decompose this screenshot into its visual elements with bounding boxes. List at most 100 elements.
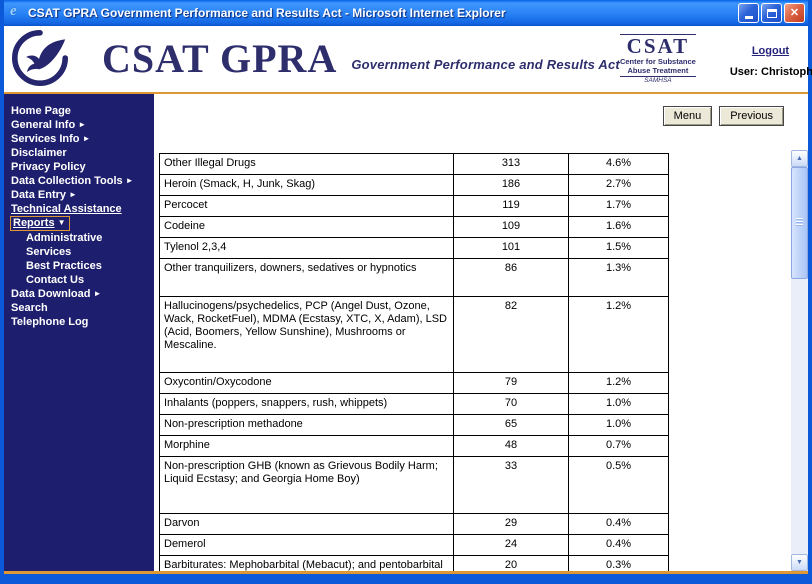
user-label: User: Christopher Shumway [729, 65, 812, 78]
sidebar-item-home-page[interactable]: Home Page [4, 104, 154, 118]
sidebar-item-data-collection-tools[interactable]: Data Collection Tools ► [4, 174, 154, 188]
drug-count-cell: 79 [453, 372, 569, 394]
sidebar-item-telephone-log[interactable]: Telephone Log [4, 315, 154, 329]
sidebar-item-label: Technical Assistance [11, 203, 122, 215]
sidebar-item-label: Administrative [26, 232, 103, 244]
drug-name-cell: Tylenol 2,3,4 [159, 237, 454, 259]
csat-logo-line1: Center for Substance [619, 57, 696, 66]
window-title: CSAT GPRA Government Performance and Res… [28, 6, 506, 20]
drug-percent-cell: 1.0% [568, 414, 669, 436]
sidebar-item-label: Data Download [11, 288, 91, 300]
sidebar-item-contact-us[interactable]: Contact Us [4, 273, 154, 287]
drug-percent-cell: 2.7% [568, 174, 669, 196]
sidebar-item-label: Home Page [11, 105, 71, 117]
drug-count-cell: 313 [453, 153, 569, 175]
drug-name-cell: Heroin (Smack, H, Junk, Skag) [159, 174, 454, 196]
sidebar-item-administrative[interactable]: Administrative [4, 231, 154, 245]
table-row: Non-prescription GHB (known as Grievous … [159, 456, 669, 514]
drug-name-cell: Percocet [159, 195, 454, 217]
sidebar-item-services-info[interactable]: Services Info ► [4, 132, 154, 146]
drug-name-cell: Demerol [159, 534, 454, 556]
previous-button[interactable]: Previous [719, 106, 784, 126]
sidebar-item-general-info[interactable]: General Info ► [4, 118, 154, 132]
sidebar-item-privacy-policy[interactable]: Privacy Policy [4, 160, 154, 174]
drug-name-cell: Codeine [159, 216, 454, 238]
drug-percent-cell: 0.4% [568, 513, 669, 535]
drug-count-cell: 33 [453, 456, 569, 514]
scroll-down-button[interactable] [791, 554, 808, 571]
maximize-icon [766, 8, 777, 18]
drug-name-cell: Hallucinogens/psychedelics, PCP (Angel D… [159, 296, 454, 373]
close-icon: ✕ [789, 6, 800, 19]
titlebar[interactable]: CSAT GPRA Government Performance and Res… [4, 0, 808, 26]
drug-table-wrap: Other Illegal Drugs 313 4.6% Heroin (Smack,… [159, 153, 669, 571]
maximize-button[interactable] [761, 3, 782, 23]
chevron-right-icon: ► [93, 289, 102, 298]
table-row: Other Illegal Drugs 313 4.6% [159, 153, 669, 175]
drug-name-cell: Other Illegal Drugs [159, 153, 454, 175]
table-row: Codeine 109 1.6% [159, 216, 669, 238]
drug-name-cell: Oxycontin/Oxycodone [159, 372, 454, 394]
drug-count-cell: 186 [453, 174, 569, 196]
drug-frequency-table: Other Illegal Drugs 313 4.6% Heroin (Smack,… [159, 153, 669, 571]
table-row: Barbiturates: Mephobarbital (Mebacut); a… [159, 555, 669, 571]
table-row: Inhalants (poppers, snappers, rush, whip… [159, 393, 669, 415]
samhsa-label: SAMHSA [619, 76, 696, 84]
sidebar-item-reports[interactable]: Reports ▼ [10, 216, 71, 231]
drug-percent-cell: 0.7% [568, 435, 669, 457]
sidebar-item-label: Contact Us [26, 274, 85, 286]
table-row: Hallucinogens/psychedelics, PCP (Angel D… [159, 296, 669, 373]
sidebar-item-label: Privacy Policy [11, 161, 86, 173]
content-row: Home Page General Info ► Services Info ► Disc… [4, 94, 808, 571]
scrollbar-track[interactable] [791, 167, 808, 554]
drug-name-cell: Morphine [159, 435, 454, 457]
vertical-scrollbar[interactable] [791, 150, 808, 571]
sidebar-item-services[interactable]: Services [4, 245, 154, 259]
drug-percent-cell: 1.6% [568, 216, 669, 238]
sidebar-item-best-practices[interactable]: Best Practices [4, 259, 154, 273]
sidebar-item-search[interactable]: Search [4, 301, 154, 315]
sidebar-item-data-entry[interactable]: Data Entry ► [4, 188, 154, 202]
drug-name-cell: Other tranquilizers, downers, sedatives … [159, 258, 454, 297]
sidebar-nav: Home Page General Info ► Services Info ► Disc… [4, 94, 154, 571]
drug-name-cell: Barbiturates: Mephobarbital (Mebacut); a… [159, 555, 454, 571]
table-row: Tylenol 2,3,4 101 1.5% [159, 237, 669, 259]
scrollbar-thumb[interactable] [791, 167, 808, 279]
drug-percent-cell: 1.0% [568, 393, 669, 415]
sidebar-item-label: Disclaimer [11, 147, 67, 159]
app-header: CSAT GPRA Government Performance and Res… [4, 26, 812, 94]
drug-count-cell: 101 [453, 237, 569, 259]
sidebar-item-data-download[interactable]: Data Download ► [4, 287, 154, 301]
drug-percent-cell: 1.2% [568, 372, 669, 394]
csat-logo-word: CSAT [619, 34, 696, 57]
bottom-rule [4, 571, 808, 574]
close-button[interactable]: ✕ [784, 3, 805, 23]
sidebar-item-label: Data Collection Tools [11, 175, 123, 187]
chevron-right-icon: ► [69, 190, 77, 199]
chevron-right-icon: ► [82, 134, 91, 143]
menu-button[interactable]: Menu [662, 106, 713, 126]
drug-percent-cell: 4.6% [568, 153, 669, 175]
scroll-up-button[interactable] [791, 150, 808, 167]
drug-table-body: Other Illegal Drugs 313 4.6% Heroin (Smack,… [159, 153, 669, 571]
chevron-down-icon: ▼ [57, 218, 66, 227]
drug-count-cell: 65 [453, 414, 569, 436]
drug-name-cell: Darvon [159, 513, 454, 535]
sidebar-item-label: Search [11, 302, 48, 314]
sidebar-item-label: Data Entry [11, 189, 67, 201]
drug-name-cell: Inhalants (poppers, snappers, rush, whip… [159, 393, 454, 415]
sidebar-item-label: Telephone Log [11, 316, 89, 328]
logout-link[interactable]: Logout [751, 44, 790, 57]
sidebar-item-disclaimer[interactable]: Disclaimer [4, 146, 154, 160]
csat-logo: CSAT Center for Substance Abuse Treatmen… [619, 34, 696, 84]
sidebar-item-technical-assistance[interactable]: Technical Assistance [4, 202, 154, 216]
drug-count-cell: 48 [453, 435, 569, 457]
user-block: Logout User: Christopher Shumway [730, 41, 812, 78]
hhs-eagle-icon [12, 29, 70, 88]
minimize-button[interactable] [738, 3, 759, 23]
sidebar-item-label: Reports [13, 217, 55, 229]
sidebar-item-label: Services Info [11, 133, 80, 145]
drug-name-cell: Non-prescription methadone [159, 414, 454, 436]
brand-block: CSAT GPRA Government Performance and Res… [102, 39, 620, 79]
